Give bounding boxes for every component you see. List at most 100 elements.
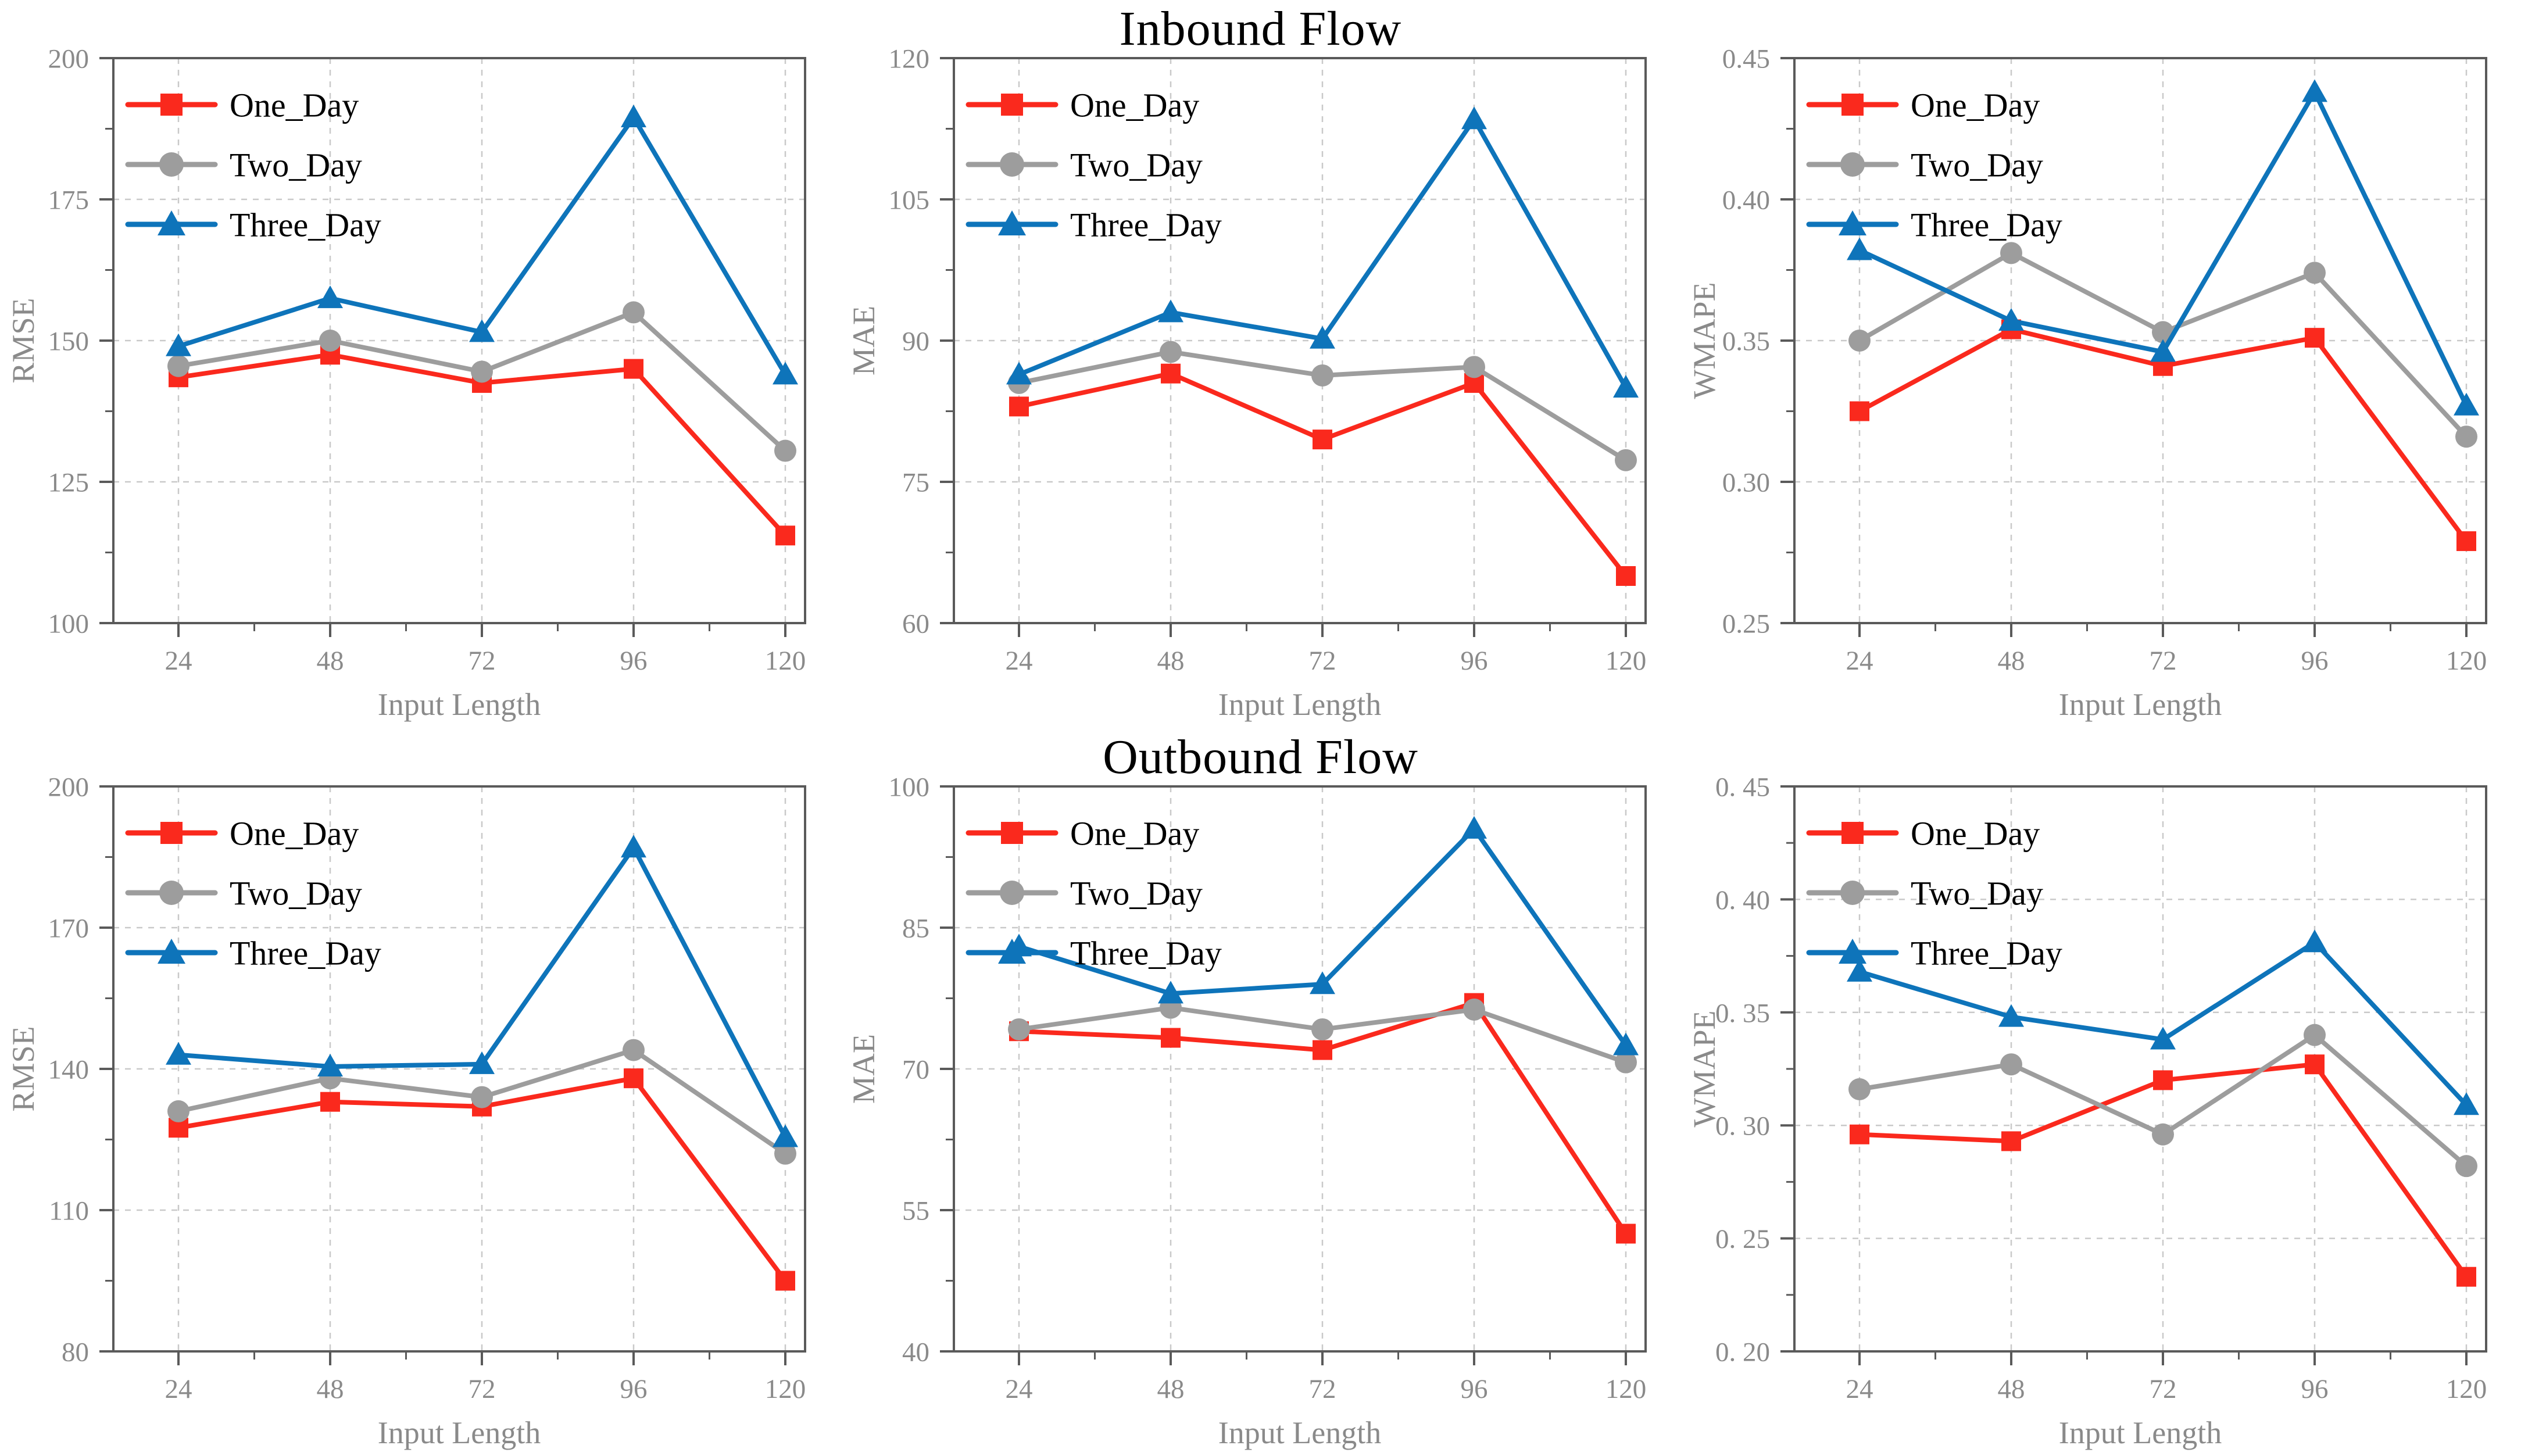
chart-outbound-mae: 40 55 70 85 100 24 48 72 96 120 Input Length MAE One…	[841, 728, 1680, 1455]
data-point-marker	[2150, 1026, 2176, 1050]
data-point-marker	[1616, 1224, 1636, 1244]
data-point-marker	[1847, 237, 1872, 260]
x-tick-label: 48	[1157, 1374, 1185, 1404]
legend-label: Two_Day	[1911, 146, 2043, 184]
data-point-marker	[2454, 1092, 2479, 1115]
legend-marker	[1001, 822, 1023, 844]
y-tick-label: 170	[48, 913, 90, 943]
legend-item: Three_Day	[966, 934, 1222, 972]
data-point-marker	[2305, 1054, 2325, 1075]
series-two_day	[1848, 242, 2477, 448]
data-point-marker	[1848, 330, 1871, 352]
y-tick-label: 90	[902, 326, 929, 356]
data-point-marker	[621, 105, 646, 128]
data-point-marker	[317, 285, 343, 309]
series-three_day	[1847, 929, 2479, 1115]
x-tick-label: 96	[1461, 1374, 1488, 1404]
legend: One_Day Two_Day Three_Day	[1806, 86, 2062, 244]
y-tick-label: 0. 35	[1715, 998, 1770, 1028]
legend-item: Three_Day	[125, 206, 381, 244]
legend: One_Day Two_Day Three_Day	[966, 814, 1222, 972]
legend-marker	[158, 210, 185, 235]
legend-label: One_Day	[230, 86, 359, 124]
x-tick-label: 24	[165, 1374, 192, 1404]
legend-marker	[998, 939, 1026, 964]
chart-inbound-rmse: 100 125 150 175 200 24 48 72 96 120 Input Length RM…	[0, 0, 840, 727]
series-one_day	[1009, 363, 1636, 586]
y-tick-label: 100	[889, 772, 930, 802]
x-tick-label: 72	[469, 1374, 496, 1404]
x-tick-label: 48	[317, 646, 344, 676]
chart-outbound-wmape: 0. 20 0. 25 0. 30 0. 35 0. 40 0. 45 24 48 72 96 12…	[1681, 728, 2521, 1455]
legend: One_Day Two_Day Three_Day	[125, 814, 381, 972]
data-point-marker	[167, 355, 189, 377]
y-tick-label: 0. 20	[1715, 1337, 1770, 1367]
y-tick-label: 200	[48, 772, 90, 802]
y-tick-label: 125	[48, 467, 90, 498]
legend-marker	[1000, 152, 1024, 177]
plot-border	[953, 57, 1647, 624]
data-point-marker	[2000, 1053, 2022, 1076]
legend: One_Day Two_Day Three_Day	[1806, 814, 2062, 972]
legend: One_Day Two_Day Three_Day	[125, 86, 381, 244]
legend-label: Two_Day	[1070, 874, 1203, 912]
y-tick-label: 0. 45	[1715, 772, 1770, 802]
legend-item: One_Day	[966, 86, 1199, 124]
data-point-marker	[773, 362, 798, 385]
y-axis	[1780, 57, 1794, 624]
data-point-marker	[317, 1053, 343, 1076]
y-tick-label: 55	[902, 1196, 929, 1226]
plot-border	[112, 57, 806, 624]
x-tick-labels: 24 48 72 96 120	[1006, 646, 1647, 676]
x-tick-label: 48	[1998, 646, 2025, 676]
data-point-marker	[2000, 242, 2022, 264]
x-tick-label: 24	[1006, 646, 1033, 676]
data-point-marker	[1313, 430, 1332, 450]
data-point-marker	[1161, 363, 1181, 384]
data-point-marker	[1998, 307, 2024, 331]
data-point-marker	[623, 301, 645, 324]
data-point-marker	[1008, 1018, 1030, 1040]
y-axis	[99, 785, 113, 1353]
x-tick-labels: 24 48 72 96 120	[165, 1374, 806, 1404]
legend-item: Two_Day	[125, 874, 362, 912]
y-tick-label: 0. 40	[1715, 885, 1770, 915]
grid	[1794, 57, 2486, 624]
x-tick-label: 48	[317, 1374, 344, 1404]
x-tick-label: 72	[2150, 646, 2177, 676]
x-tick-labels: 24 48 72 96 120	[1846, 646, 2487, 676]
x-tick-label: 120	[765, 646, 806, 676]
y-tick-label: 0.25	[1722, 609, 1770, 639]
legend-label: Three_Day	[1070, 934, 1222, 972]
plot-border	[1793, 785, 2487, 1353]
y-tick-labels: 0. 20 0. 25 0. 30 0. 35 0. 40 0. 45	[1715, 772, 1770, 1367]
legend: One_Day Two_Day Three_Day	[966, 86, 1222, 244]
legend-label: One_Day	[1070, 814, 1199, 852]
y-axis-label: WMAPE	[1687, 1011, 1722, 1128]
x-tick-labels: 24 48 72 96 120	[165, 646, 806, 676]
x-tick-label: 120	[1605, 1374, 1647, 1404]
x-tick-labels: 24 48 72 96 120	[1846, 1374, 2487, 1404]
x-tick-label: 120	[1605, 646, 1647, 676]
series-three_day	[1006, 106, 1639, 398]
data-point-marker	[2305, 328, 2325, 348]
y-axis	[1780, 785, 1794, 1353]
data-point-marker	[166, 1042, 191, 1065]
x-tick-label: 72	[469, 646, 496, 676]
legend-item: One_Day	[125, 86, 359, 124]
data-point-marker	[1009, 396, 1029, 417]
y-axis-label: MAE	[846, 306, 881, 375]
y-tick-labels: 80 110 140 170 200	[48, 772, 90, 1367]
x-axis-label: Input Length	[1218, 687, 1381, 722]
data-point-marker	[1310, 325, 1335, 349]
legend-marker	[1840, 881, 1865, 905]
data-point-marker	[1850, 1124, 1869, 1144]
series-two_day	[167, 301, 796, 462]
data-point-marker	[624, 359, 643, 379]
x-tick-label: 72	[1309, 1374, 1336, 1404]
data-point-marker	[1006, 362, 1032, 385]
outbound-flow-title: Outbound Flow	[1103, 730, 1418, 784]
data-point-marker	[1463, 998, 1485, 1021]
y-tick-label: 120	[889, 44, 930, 74]
data-point-marker	[1310, 971, 1335, 994]
